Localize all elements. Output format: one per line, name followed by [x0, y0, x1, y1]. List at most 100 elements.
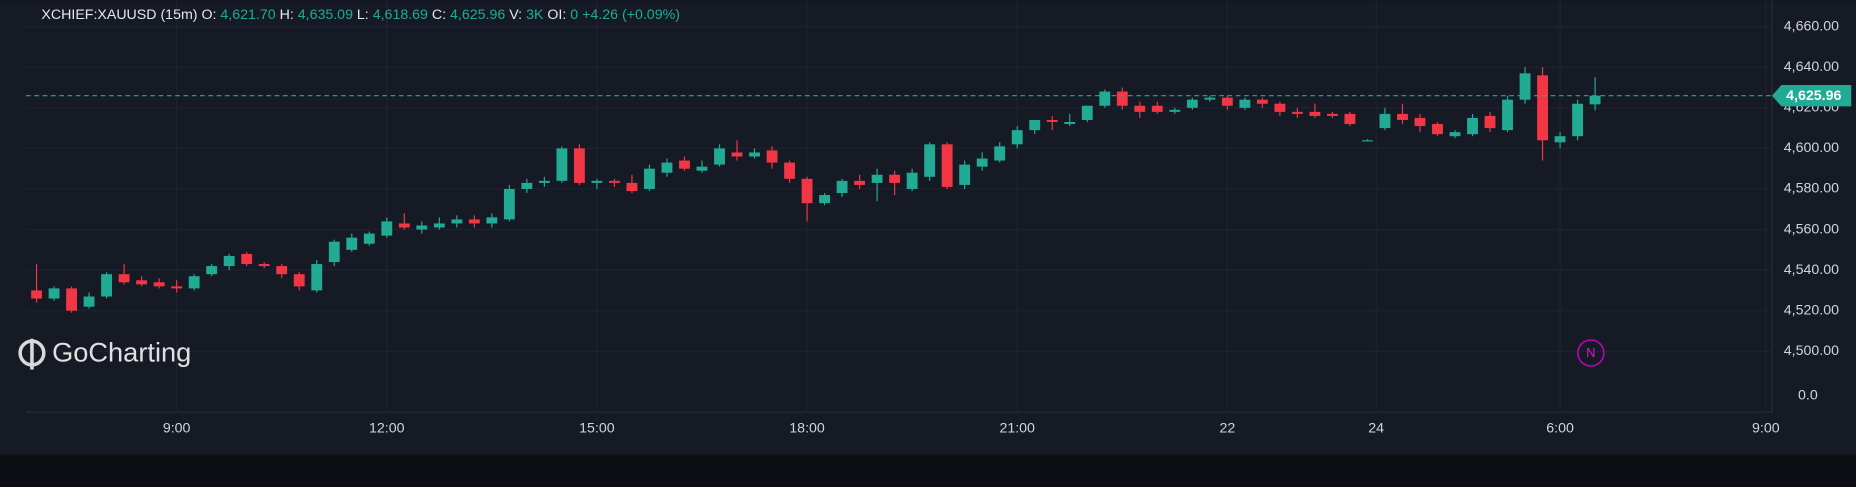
candle-body	[871, 174, 883, 183]
candle-body	[486, 217, 498, 224]
candle-body	[1362, 140, 1373, 142]
candle-body	[1326, 113, 1338, 116]
candle-body	[1064, 122, 1076, 125]
candle-body	[573, 148, 585, 183]
candle-body	[1449, 132, 1461, 137]
candle-body	[503, 188, 515, 220]
grid	[26, 0, 1772, 413]
candle-body	[1046, 119, 1058, 123]
candle-body	[101, 274, 113, 297]
candle-body	[749, 152, 760, 157]
stat-label: H:	[280, 7, 294, 23]
candle-body	[836, 180, 848, 194]
candle-body	[66, 288, 77, 311]
x-tick-label: 9:00	[163, 420, 191, 436]
candle-body	[609, 180, 620, 183]
candle-body	[819, 195, 831, 204]
candle-body	[1537, 75, 1548, 141]
candle-body	[346, 237, 358, 250]
x-tick-label: 15:00	[579, 420, 615, 436]
candle-body	[1484, 115, 1496, 129]
candle-body	[311, 264, 323, 291]
candle-body	[924, 144, 936, 177]
stat-value: 4,621.70	[220, 7, 275, 23]
candle-body	[1291, 111, 1303, 114]
candle-body	[1151, 105, 1163, 112]
stat-value: 4,618.69	[373, 7, 428, 23]
candle-body	[556, 148, 568, 181]
candle-body	[696, 166, 708, 171]
watermark: GoCharting	[52, 336, 191, 367]
candle-body	[1519, 73, 1531, 100]
y-tick-label: 4,500.00	[1784, 343, 1839, 359]
x-tick-label: 21:00	[999, 420, 1035, 436]
candle-body	[328, 241, 340, 263]
candle-body	[241, 253, 253, 265]
candle-body	[363, 233, 375, 244]
candle-body	[48, 288, 60, 299]
candle-body	[1169, 109, 1181, 112]
candle-body	[1572, 103, 1584, 137]
candle-body	[223, 255, 235, 267]
candle-body	[188, 276, 200, 289]
candle-body	[889, 174, 901, 183]
candles	[31, 67, 1601, 313]
candle-body	[1344, 113, 1356, 125]
candle-body	[784, 162, 795, 179]
candle-body	[206, 266, 218, 275]
candle-body	[731, 152, 743, 157]
labels: 4,500.00 4,520.00 4,540.00 4,560.00 4,580.00…	[26, 7, 1852, 436]
candle-body	[1256, 99, 1268, 104]
candle-body	[1081, 105, 1093, 120]
chart-background	[0, 0, 1856, 455]
candle-body	[1099, 91, 1111, 106]
stat-label: OI:	[547, 7, 566, 23]
stat-label: C:	[432, 7, 446, 23]
candle-body	[276, 266, 288, 275]
chart-title: XCHIEF:XAUUSD (15m)	[41, 7, 197, 23]
stat-value: 4,635.09	[298, 7, 353, 23]
candle-body	[416, 225, 428, 230]
candle-body	[433, 223, 445, 228]
stat-value: 4,625.96	[450, 7, 505, 23]
candle-body	[1239, 99, 1251, 108]
candle-body	[1414, 117, 1426, 127]
candle-body	[626, 182, 638, 191]
stat-value: 0	[570, 7, 578, 23]
candle-body	[906, 172, 918, 189]
candle-body	[1221, 97, 1233, 106]
candle-body	[153, 282, 165, 287]
candle-body	[538, 180, 550, 183]
candle-body	[136, 280, 148, 285]
volume-axis-label: 0.0	[1798, 387, 1818, 403]
candle-body	[31, 290, 42, 299]
candle-body	[1379, 113, 1391, 129]
y-tick-label: 4,600.00	[1784, 140, 1839, 156]
footer-strip	[0, 454, 1856, 487]
last-price-tag	[1771, 85, 1852, 107]
candle-body	[1432, 124, 1443, 135]
y-tick-label: 4,540.00	[1784, 262, 1839, 278]
x-tick-label: 24	[1368, 420, 1384, 436]
x-tick-label: 6:00	[1546, 420, 1574, 436]
y-tick-label: 4,520.00	[1784, 302, 1839, 318]
candle-body	[1554, 136, 1566, 143]
candle-body	[766, 150, 778, 163]
candle-body	[1029, 119, 1041, 131]
y-tick-label: 4,580.00	[1784, 181, 1839, 197]
candle-body	[293, 274, 305, 287]
candle-body	[1589, 95, 1601, 105]
candle-body	[1309, 111, 1321, 116]
candle-body	[398, 223, 410, 228]
candle-body	[976, 158, 988, 167]
candle-body	[644, 168, 655, 189]
x-tick-label: 12:00	[369, 420, 405, 436]
candle-body	[801, 178, 813, 204]
x-tick-label: 22	[1219, 420, 1235, 436]
stat-label: O:	[201, 7, 216, 23]
candle-body	[521, 182, 533, 189]
candle-body	[591, 180, 603, 183]
candle-body	[1011, 130, 1023, 145]
